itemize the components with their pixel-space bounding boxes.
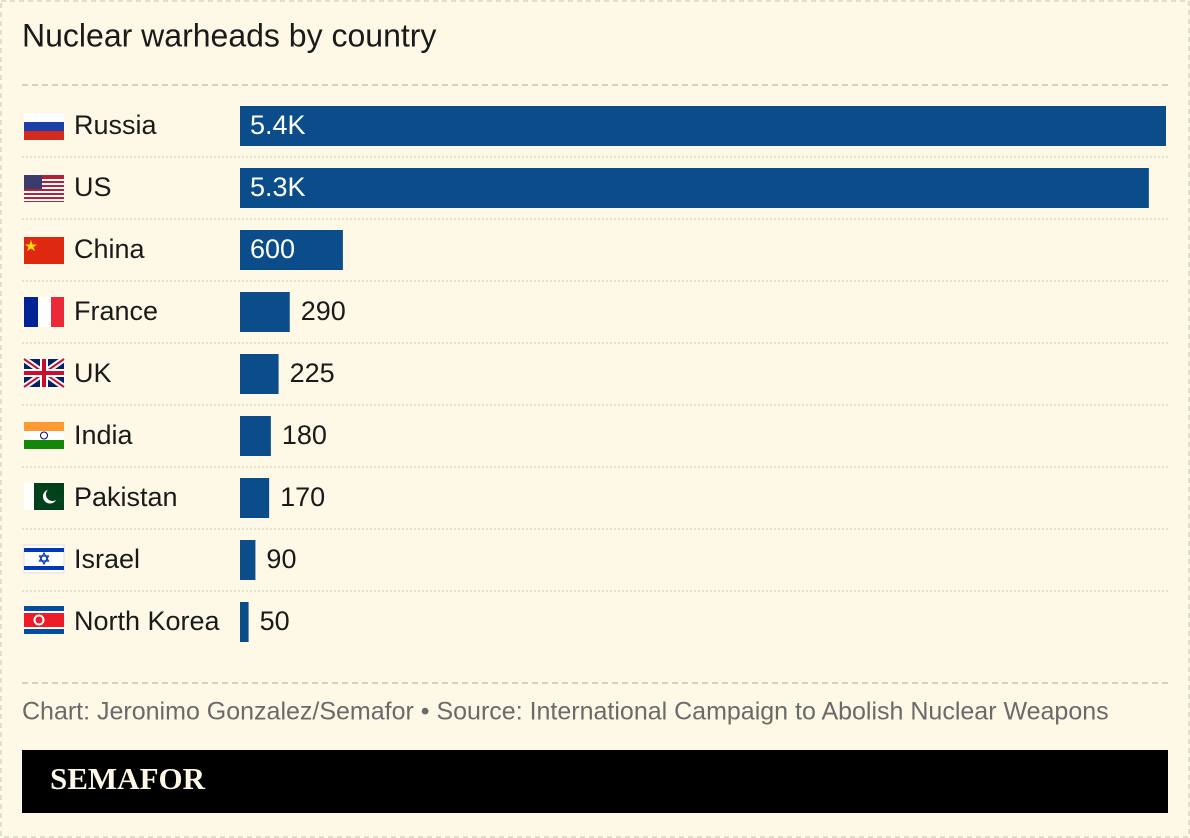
category-label: UK <box>74 358 112 388</box>
value-label: 600 <box>250 234 295 264</box>
bar <box>240 540 256 580</box>
category-label: India <box>74 420 134 450</box>
bar <box>240 106 1166 146</box>
category-label: US <box>74 172 112 202</box>
value-label: 290 <box>301 296 346 326</box>
flags <box>22 113 66 634</box>
bar <box>240 354 279 394</box>
value-label: 50 <box>260 606 290 636</box>
category-label: Pakistan <box>74 482 178 512</box>
category-label: Israel <box>74 544 140 574</box>
category-label: China <box>74 234 146 264</box>
value-label: 90 <box>266 544 296 574</box>
value-label: 225 <box>290 358 335 388</box>
category-label: France <box>74 296 158 326</box>
chart-title: Nuclear warheads by country <box>22 17 436 53</box>
bar <box>240 602 249 642</box>
category-label: North Korea <box>74 606 221 636</box>
source-note: Chart: Jeronimo Gonzalez/Semafor • Sourc… <box>22 698 1109 726</box>
category-label: Russia <box>74 110 158 140</box>
value-label: 180 <box>282 420 327 450</box>
brand-banner <box>22 750 1168 813</box>
bar <box>240 168 1149 208</box>
value-label: 5.3K <box>250 172 306 202</box>
bar <box>240 416 271 456</box>
brand-logo: SEMAFOR <box>50 761 206 796</box>
bar <box>240 478 270 518</box>
value-label: 5.4K <box>250 110 306 140</box>
bar <box>240 292 290 332</box>
bar <box>240 230 343 270</box>
value-label: 170 <box>280 482 325 512</box>
